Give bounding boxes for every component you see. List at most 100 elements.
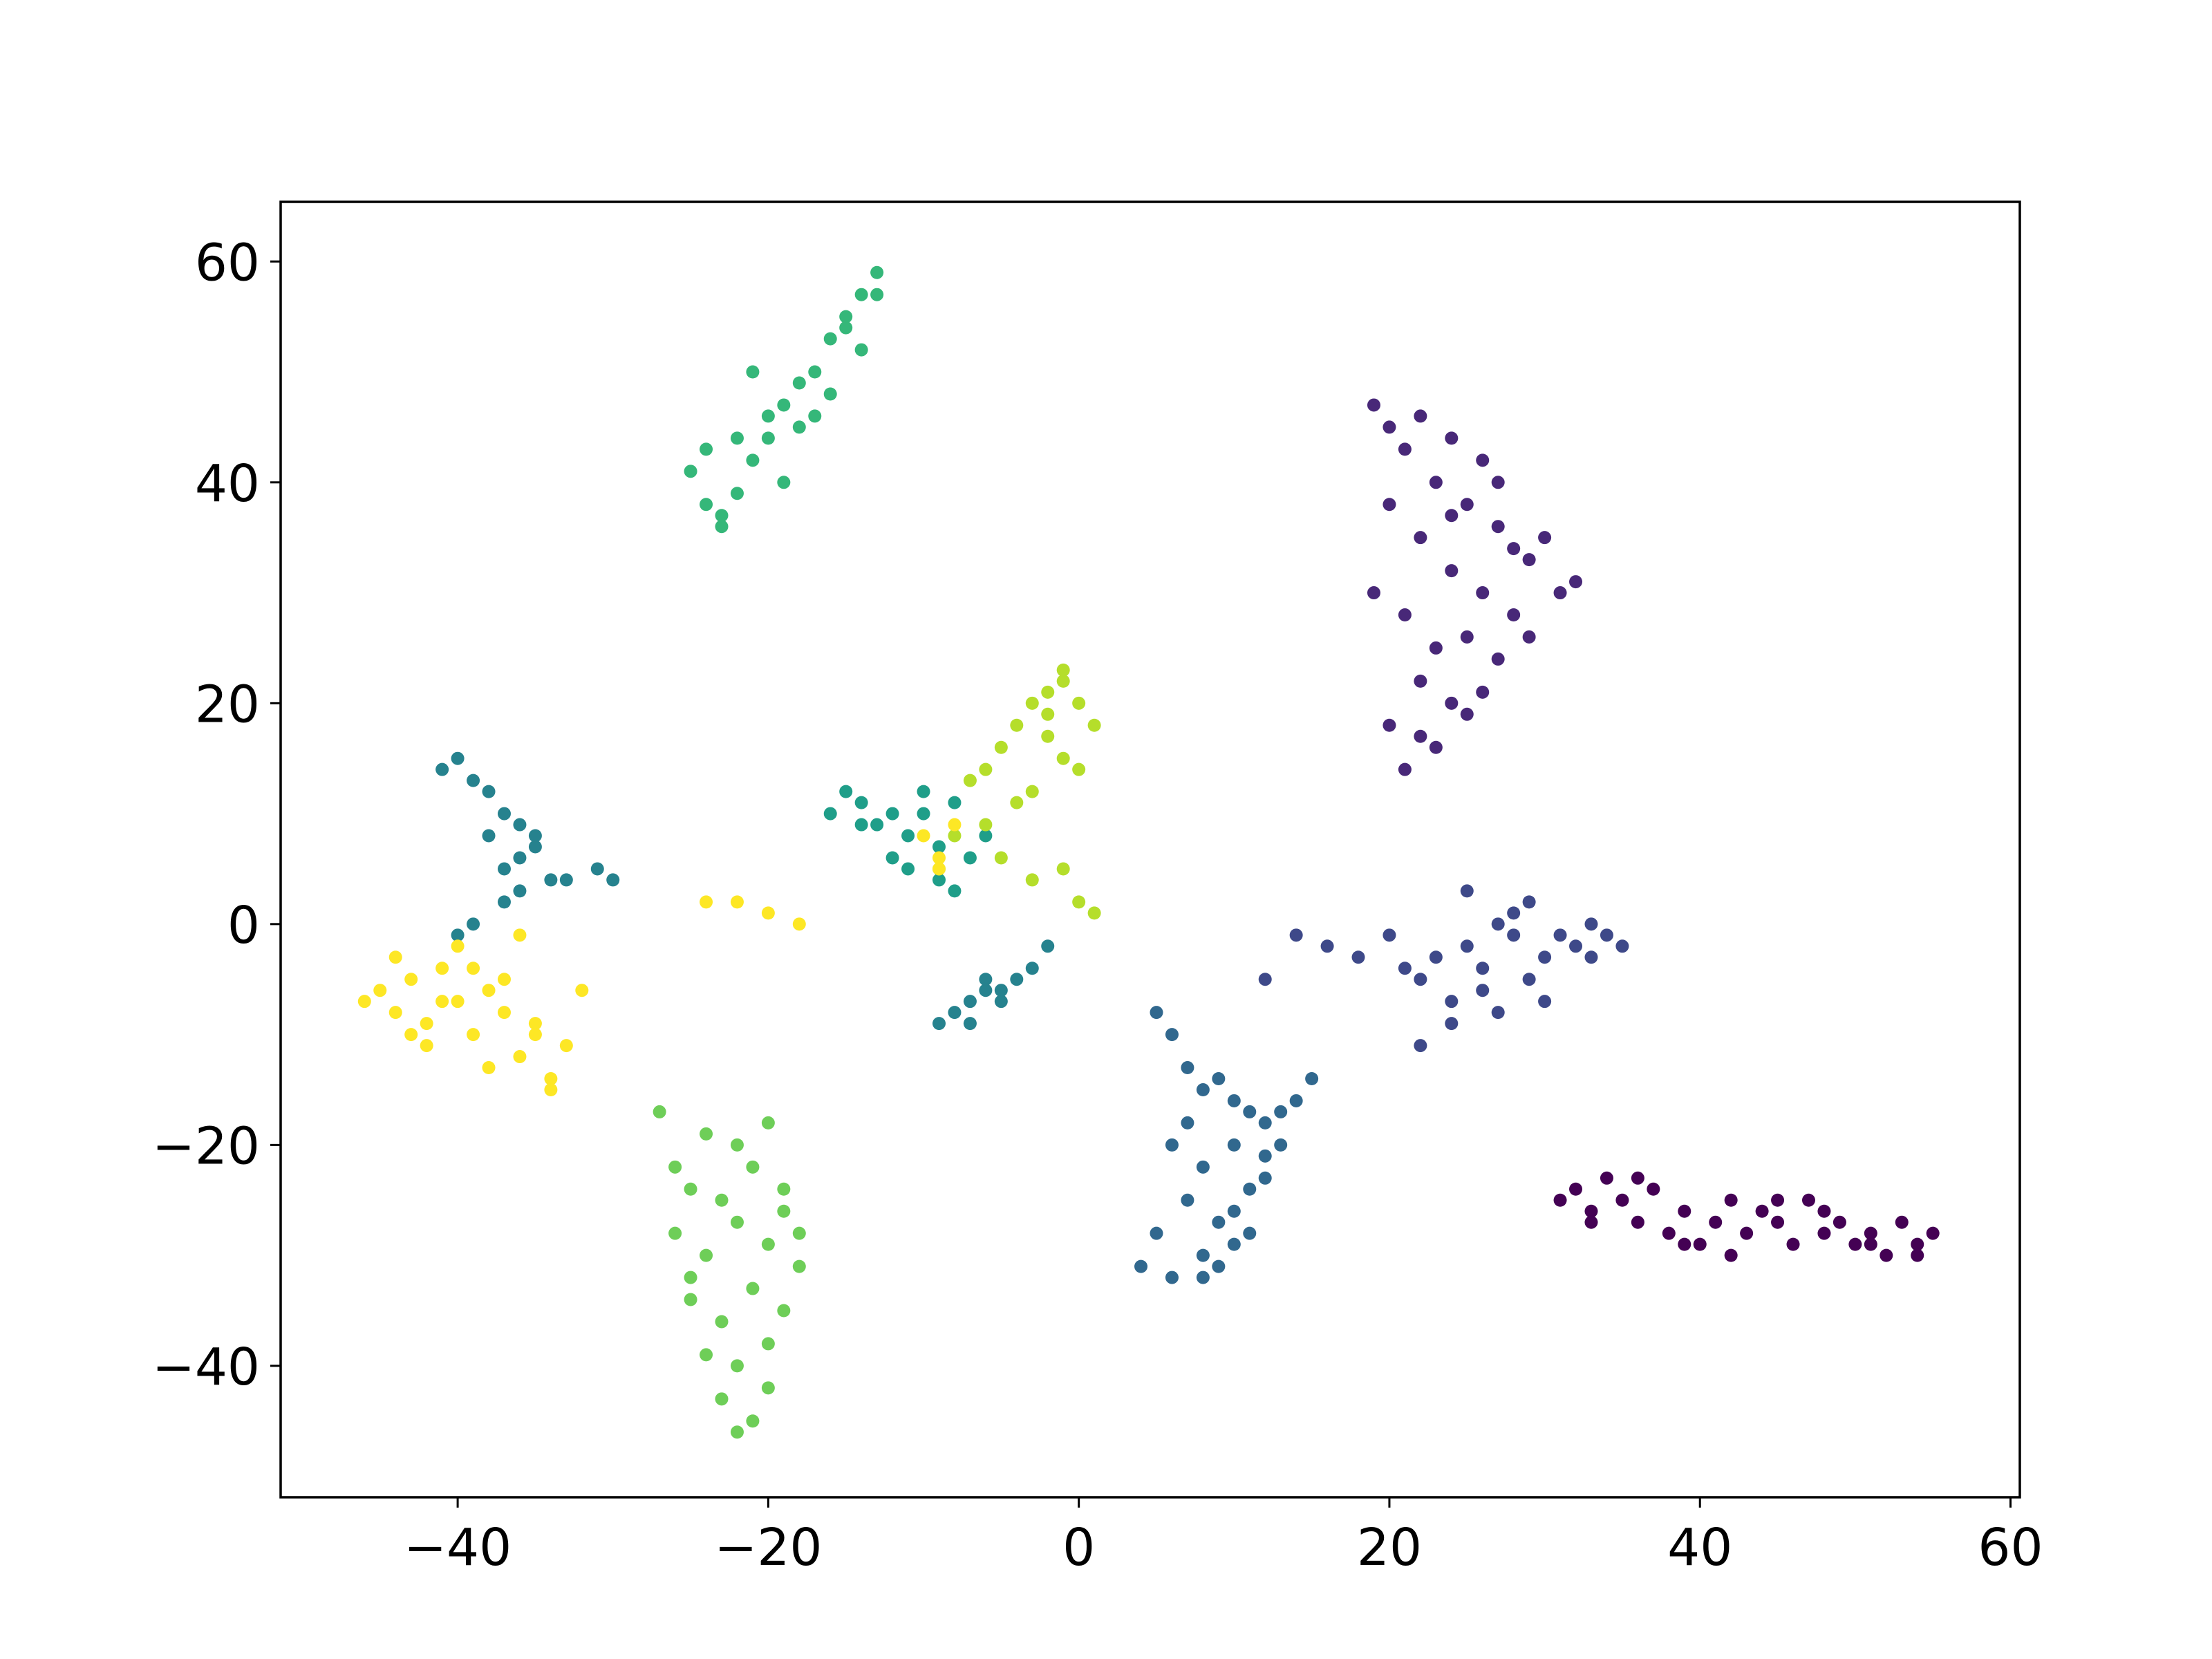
y-tick-label: 0 <box>227 896 260 955</box>
point <box>1056 862 1070 876</box>
point <box>1196 1271 1210 1284</box>
point <box>1631 1171 1644 1185</box>
point <box>917 807 930 821</box>
point <box>1460 884 1474 898</box>
point <box>668 1160 682 1174</box>
point <box>1911 1237 1924 1251</box>
point <box>1553 586 1567 600</box>
point <box>1569 575 1583 589</box>
point <box>1010 973 1024 986</box>
point <box>497 862 511 876</box>
point <box>1398 762 1412 776</box>
x-tick-label: 20 <box>1357 1518 1422 1577</box>
point <box>808 365 822 379</box>
point <box>544 873 558 887</box>
point <box>451 751 465 765</box>
point <box>700 1348 713 1362</box>
point <box>823 387 837 401</box>
point <box>1243 1182 1257 1196</box>
point <box>1025 785 1039 798</box>
point <box>482 785 496 798</box>
point <box>870 288 884 301</box>
point <box>1320 939 1334 953</box>
point <box>528 1028 542 1042</box>
point <box>792 1226 806 1240</box>
point <box>373 984 387 997</box>
point <box>1615 939 1629 953</box>
point <box>1414 1039 1427 1053</box>
point <box>1274 1105 1288 1118</box>
point <box>730 1138 744 1152</box>
point <box>1134 1259 1148 1273</box>
point <box>1864 1237 1877 1251</box>
point <box>777 1304 791 1318</box>
point <box>1429 476 1443 489</box>
point <box>1460 630 1474 644</box>
point <box>1414 674 1427 688</box>
point <box>963 851 977 865</box>
point <box>420 1017 433 1031</box>
point <box>1584 917 1598 931</box>
point <box>1848 1237 1862 1251</box>
point <box>948 884 962 898</box>
point <box>1274 1138 1288 1152</box>
point <box>979 818 993 832</box>
point <box>653 1105 666 1118</box>
point <box>1398 442 1412 456</box>
point <box>1709 1215 1723 1229</box>
point <box>994 995 1008 1009</box>
point <box>1678 1237 1691 1251</box>
point <box>497 973 511 986</box>
point <box>979 829 993 843</box>
point <box>715 1193 729 1207</box>
point <box>1864 1226 1877 1240</box>
point <box>1631 1215 1644 1229</box>
point <box>761 1237 775 1251</box>
x-tick-label: −40 <box>404 1518 512 1577</box>
point <box>1553 1193 1567 1207</box>
point <box>1087 906 1101 920</box>
point <box>1817 1204 1831 1218</box>
point <box>715 1392 729 1406</box>
point <box>1445 696 1459 710</box>
plot-frame <box>279 200 2021 1499</box>
point <box>1351 950 1365 964</box>
point <box>559 1039 573 1053</box>
point <box>388 1006 402 1020</box>
y-tick-label: 20 <box>195 675 260 734</box>
y-tick-label: −20 <box>152 1116 260 1176</box>
point <box>1212 1259 1226 1273</box>
point <box>700 1248 713 1262</box>
point <box>885 807 899 821</box>
point <box>1056 674 1070 688</box>
point <box>388 950 402 964</box>
point <box>854 818 868 832</box>
point <box>467 1028 480 1042</box>
point <box>1227 1237 1241 1251</box>
point <box>730 487 744 500</box>
point <box>932 873 946 887</box>
point <box>1476 962 1490 975</box>
point <box>715 520 729 534</box>
point <box>1305 1072 1319 1086</box>
point <box>544 1082 558 1096</box>
point <box>1227 1138 1241 1152</box>
point <box>1460 498 1474 512</box>
point <box>1289 928 1303 942</box>
point <box>901 862 915 876</box>
point <box>513 1050 527 1064</box>
point <box>1445 1017 1459 1031</box>
point <box>1072 895 1086 909</box>
point <box>948 1006 962 1020</box>
point <box>823 807 837 821</box>
point <box>467 962 480 975</box>
point <box>1538 950 1552 964</box>
point <box>1569 939 1583 953</box>
point <box>1072 696 1086 710</box>
point <box>839 785 853 798</box>
point <box>730 895 744 909</box>
point <box>792 420 806 434</box>
point <box>761 1116 775 1130</box>
point <box>1150 1226 1163 1240</box>
x-tick-label: −20 <box>714 1518 822 1577</box>
